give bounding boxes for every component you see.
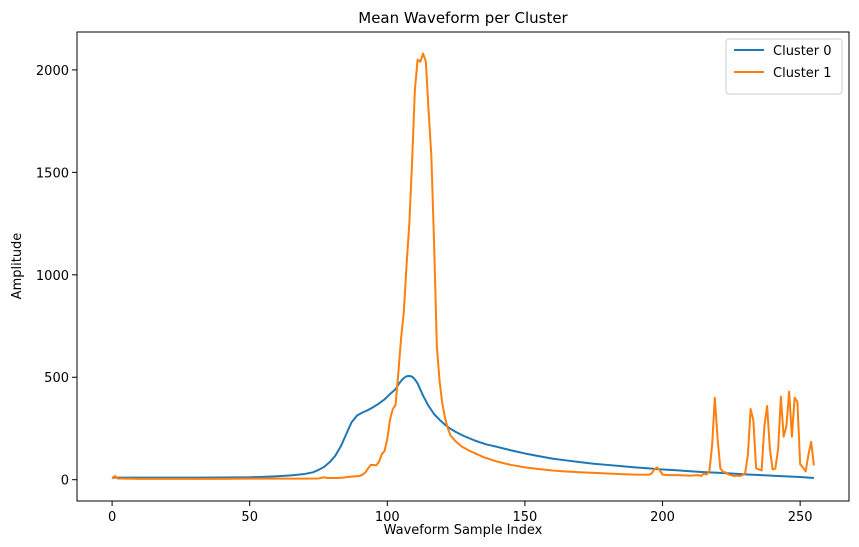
y-axis: 0 500 1000 1500 2000 (36, 64, 77, 489)
chart-title: Mean Waveform per Cluster (358, 9, 568, 27)
x-tick-label: 50 (241, 510, 258, 525)
x-axis-label: Waveform Sample Index (384, 523, 543, 538)
y-tick-label: 1500 (36, 166, 69, 181)
x-tick-label: 100 (375, 510, 400, 525)
x-tick-label: 150 (513, 510, 538, 525)
y-tick-label: 1000 (36, 269, 69, 284)
series-line-cluster-1 (111, 52, 815, 480)
axes-frame (76, 31, 850, 502)
x-tick-label: 200 (650, 510, 675, 525)
legend-label-cluster-1: Cluster 1 (773, 66, 832, 81)
legend-label-cluster-0: Cluster 0 (773, 44, 832, 59)
x-tick-label: 0 (108, 510, 116, 525)
legend: Cluster 0 Cluster 1 (725, 38, 843, 95)
y-tick-label: 2000 (36, 64, 69, 79)
legend-box (725, 38, 843, 95)
y-tick-label: 0 (61, 474, 69, 489)
x-tick-label: 250 (788, 510, 813, 525)
plot-area (111, 52, 815, 480)
y-tick-label: 500 (44, 371, 69, 386)
x-axis: 0 50 100 150 200 250 (108, 501, 813, 525)
y-axis-label: Amplitude (10, 233, 25, 300)
series-line-cluster-0 (112, 375, 814, 480)
